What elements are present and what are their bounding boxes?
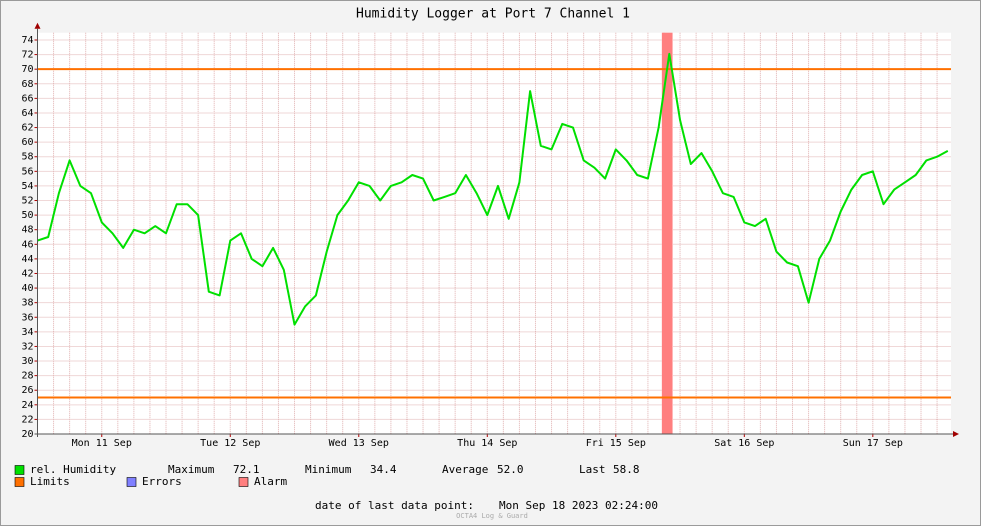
legend-swatch: [14, 465, 25, 475]
y-tick-label: 72: [21, 50, 33, 61]
y-tick-label: 46: [21, 239, 33, 250]
stat-label: Last: [579, 463, 606, 476]
x-tick-label: Sat 16 Sep: [714, 438, 774, 449]
watermark: OCTA4 Log & Guard: [456, 512, 528, 520]
humidity-line: [37, 52, 949, 326]
y-tick-label: 50: [21, 210, 33, 221]
y-tick-label: 24: [21, 400, 33, 411]
y-tick-label: 42: [21, 268, 33, 279]
x-tick-label: Tue 12 Sep: [200, 438, 260, 449]
plot-area: [37, 32, 951, 434]
legend-label: rel. Humidity: [30, 463, 116, 476]
footer-date: Mon Sep 18 2023 02:24:00: [499, 499, 658, 512]
x-tick-label: Sun 17 Sep: [843, 438, 903, 449]
y-tick-label: 52: [21, 196, 33, 207]
plot: 20 22 24 26 28 30 32 34 36 38 40 42 44 46 48 50 52 54 56 58…: [21, 22, 959, 449]
x-axis-arrow: [953, 431, 959, 437]
y-tick-label: 66: [21, 93, 33, 104]
y-tick-label: 54: [21, 181, 33, 192]
x-tick-label: Thu 14 Sep: [457, 438, 517, 449]
y-axis-arrow: [34, 22, 41, 29]
y-tick-label: 64: [21, 108, 33, 119]
y-tick-label: 56: [21, 166, 33, 177]
stat-label: Minimum: [305, 463, 352, 476]
y-tick-label: 60: [21, 137, 33, 148]
legend-label: Limits: [30, 475, 70, 488]
y-tick-label: 68: [21, 79, 33, 90]
legend-label: Errors: [142, 475, 182, 488]
y-tick-label: 40: [21, 283, 33, 294]
alarm-band: [661, 32, 673, 434]
y-tick-label: 74: [21, 35, 33, 46]
y-tick-label: 62: [21, 123, 33, 134]
y-tick-label: 36: [21, 312, 33, 323]
stat-label: Maximum: [168, 463, 215, 476]
stat-label: Average: [442, 463, 488, 476]
legend: rel. Humidity Maximum 72.1 Minimum 34.4 Avera…: [14, 463, 640, 488]
y-tick-label: 48: [21, 225, 33, 236]
y-tick-label: 34: [21, 327, 33, 338]
y-tick-label: 28: [21, 371, 33, 382]
stat-value: 72.1: [233, 463, 260, 476]
y-tick-label: 58: [21, 152, 33, 163]
y-tick-label: 44: [21, 254, 33, 265]
x-tick-label: Fri 15 Sep: [586, 438, 646, 449]
y-tick-label: 26: [21, 385, 33, 396]
legend-label: Alarm: [254, 475, 287, 488]
y-tick-label: 22: [21, 414, 33, 425]
x-tick-label: Mon 11 Sep: [72, 438, 132, 449]
legend-swatch: [126, 477, 137, 487]
y-tick-label: 38: [21, 298, 33, 309]
legend-swatch: [14, 477, 25, 487]
chart-title: Humidity Logger at Port 7 Channel 1: [356, 7, 630, 22]
stat-value: 34.4: [370, 463, 397, 476]
stat-value: 52.0: [497, 463, 524, 476]
y-tick-label: 20: [21, 429, 33, 440]
y-tick-label: 32: [21, 341, 33, 352]
x-tick-label: Wed 13 Sep: [329, 438, 389, 449]
stat-value: 58.8: [613, 463, 640, 476]
y-tick-label: 70: [21, 64, 33, 75]
y-tick-label: 30: [21, 356, 33, 367]
legend-swatch: [238, 477, 249, 487]
footer-label: date of last data point:: [315, 499, 474, 512]
